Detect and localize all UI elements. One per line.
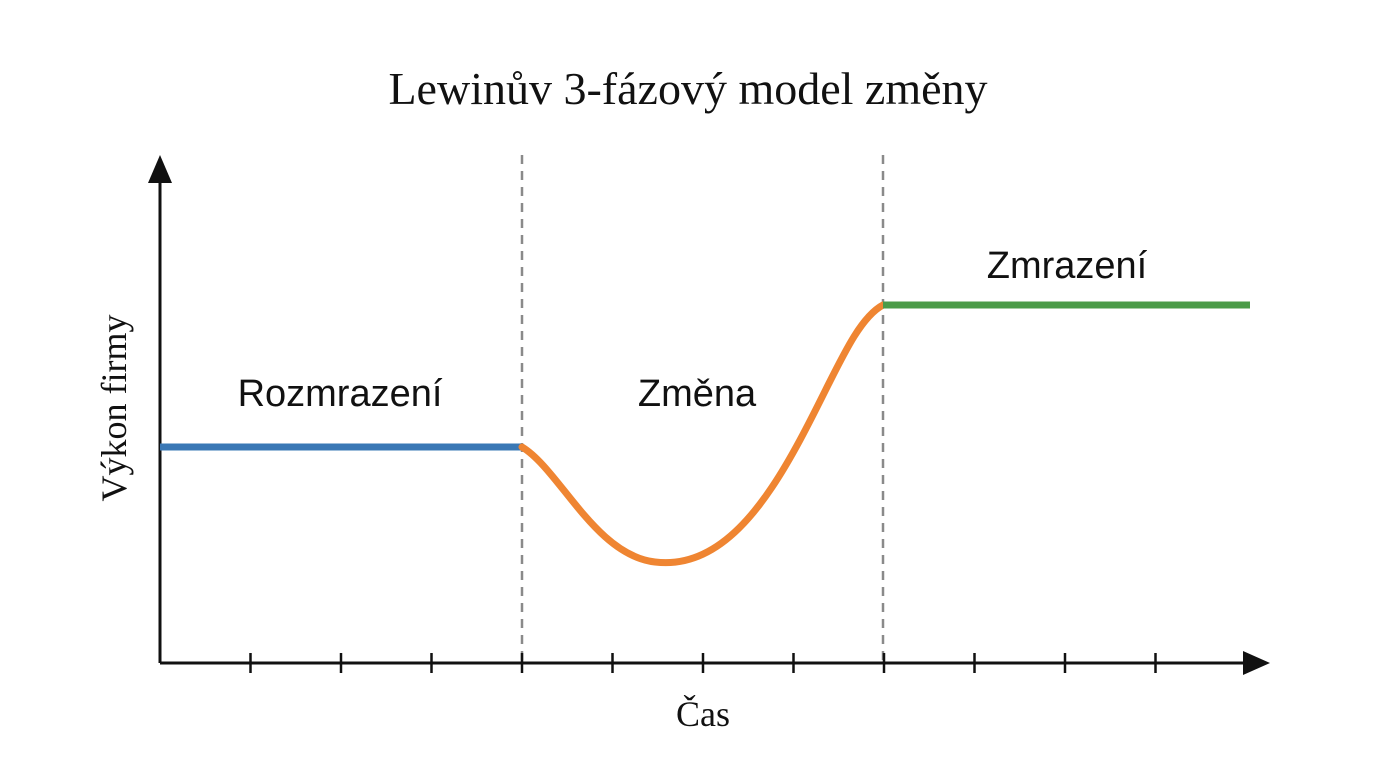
y-axis-label: Výkon firmy	[94, 315, 134, 502]
axes	[148, 155, 1270, 675]
phase-label-unfreeze: Rozmrazení	[238, 373, 443, 415]
diagram-title: Lewinův 3-fázový model změny	[388, 63, 987, 114]
phase-curve-change	[518, 301, 887, 567]
phase-label-refreeze: Zmrazení	[987, 245, 1148, 287]
x-axis-arrow	[1243, 651, 1270, 675]
x-axis-ticks	[249, 653, 1248, 673]
phase-label-change: Změna	[638, 373, 757, 415]
y-axis-arrow	[148, 155, 172, 183]
x-axis-label: Čas	[676, 694, 730, 734]
